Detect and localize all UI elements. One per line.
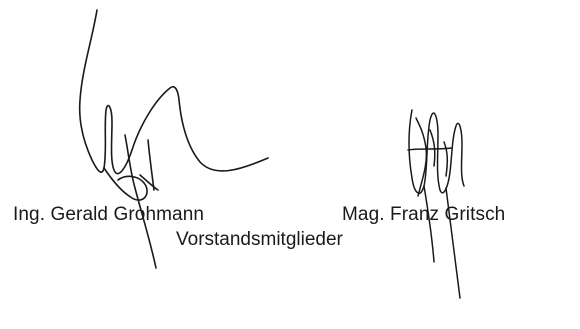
signatory-role: Vorstandsmitglieder	[176, 229, 343, 250]
signatory-name-left: Ing. Gerald Grohmann	[13, 204, 205, 225]
signatory-name-right: Mag. Franz Gritsch	[342, 204, 506, 225]
